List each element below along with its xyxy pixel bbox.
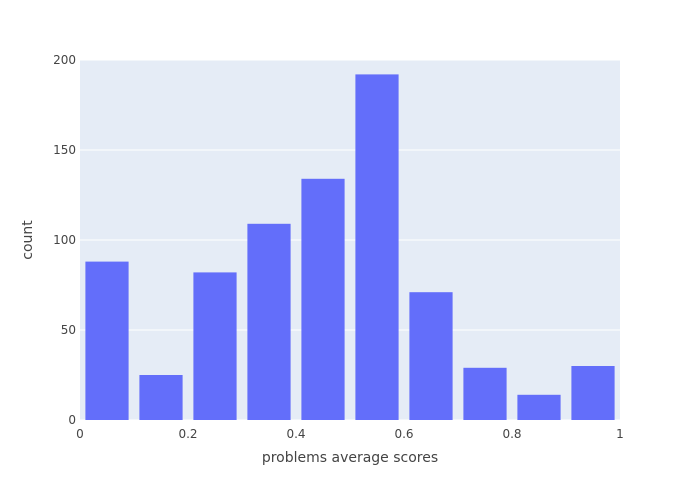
x-tick-label-3: 0.6 — [394, 427, 413, 441]
x-tick-label-0: 0 — [76, 427, 84, 441]
bar-8 — [517, 394, 561, 420]
bar-9 — [571, 366, 615, 420]
y-tick-label-3: 150 — [53, 143, 76, 157]
y-tick-label-1: 50 — [61, 323, 76, 337]
x-tick-label-2: 0.4 — [286, 427, 305, 441]
bar-5 — [355, 74, 399, 421]
x-axis-ticks: 0 0.2 0.4 0.6 0.8 1 — [76, 427, 624, 441]
bar-2 — [193, 272, 237, 420]
bar-3 — [247, 223, 291, 420]
y-axis-ticks: 0 50 100 150 200 — [53, 53, 76, 427]
y-tick-label-0: 0 — [68, 413, 76, 427]
y-tick-label-2: 100 — [53, 233, 76, 247]
bars — [85, 74, 615, 421]
x-tick-label-4: 0.8 — [502, 427, 521, 441]
x-tick-label-5: 1 — [616, 427, 624, 441]
x-axis-title: problems average scores — [262, 450, 438, 466]
bar-6 — [409, 292, 453, 420]
x-tick-label-1: 0.2 — [178, 427, 197, 441]
y-tick-label-4: 200 — [53, 53, 76, 67]
bar-4 — [301, 178, 345, 420]
y-axis-title: count — [20, 220, 36, 260]
bar-0 — [85, 261, 129, 420]
bar-1 — [139, 375, 183, 420]
bar-7 — [463, 367, 507, 420]
